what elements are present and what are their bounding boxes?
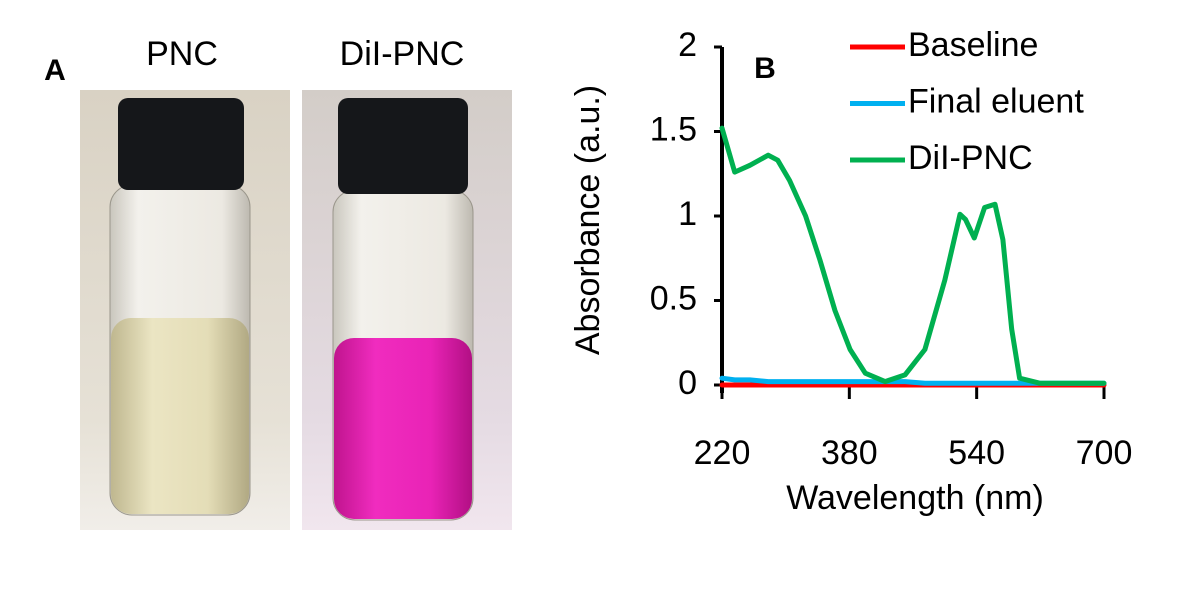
vial-label: PNC — [146, 35, 218, 73]
x-axis-title: Wavelength (nm) — [786, 479, 1044, 517]
x-tick-label: 540 — [948, 434, 1005, 472]
panel-b: B Wavelength (nm) Absorbance (a.u.) 0 0.5… — [569, 26, 1132, 517]
x-tick-label: 700 — [1076, 434, 1133, 472]
panel-label: B — [754, 52, 776, 85]
y-tick-label: 1.5 — [650, 110, 697, 148]
legend-label: Baseline — [908, 26, 1038, 64]
x-tick-label: 380 — [821, 434, 878, 472]
x-tick-label: 220 — [694, 434, 751, 472]
vial-cap — [118, 98, 244, 190]
data-line — [719, 125, 1107, 386]
y-tick-label: 2 — [678, 26, 697, 64]
panel-a: A PNC DiI-PNC — [44, 35, 512, 530]
vial-liquid — [111, 318, 249, 514]
data-line — [719, 375, 1107, 386]
y-tick-label: 1 — [678, 195, 697, 233]
legend-label: Final eluent — [908, 82, 1084, 120]
vial-cap — [338, 98, 468, 194]
vial-liquid — [334, 338, 472, 519]
vial-label: DiI-PNC — [340, 35, 465, 73]
y-tick-label: 0 — [678, 364, 697, 402]
legend-label: DiI-PNC — [908, 139, 1033, 177]
y-axis-title: Absorbance (a.u.) — [569, 85, 607, 355]
panel-label: A — [44, 54, 66, 87]
y-tick-label: 0.5 — [650, 279, 697, 317]
